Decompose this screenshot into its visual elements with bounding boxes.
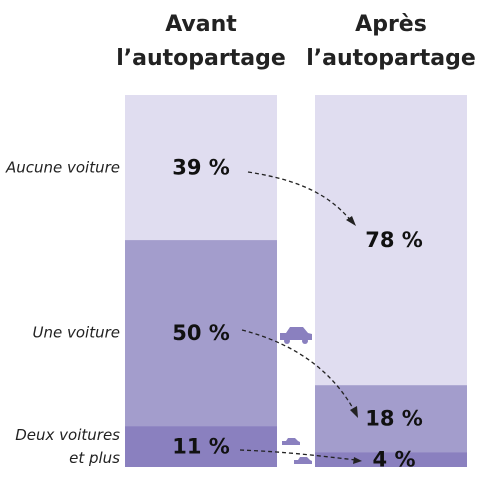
arrowhead bbox=[350, 406, 358, 418]
arrow bbox=[239, 449, 357, 461]
arrow bbox=[241, 329, 356, 413]
bar-segment bbox=[125, 426, 277, 467]
value-label: 78 % bbox=[365, 228, 423, 252]
row-label: Aucune voiture bbox=[5, 158, 120, 177]
arrowhead bbox=[346, 216, 356, 226]
car-wheel bbox=[302, 338, 308, 344]
bar-segment bbox=[125, 95, 277, 241]
column-title: Avant l’autopartage bbox=[116, 12, 286, 71]
car-icon bbox=[294, 457, 312, 464]
value-label: 18 % bbox=[365, 407, 423, 431]
value-label: 11 % bbox=[172, 435, 230, 459]
value-labels: 39 % 50 % 11 % 78 % 18 % 4 % bbox=[172, 156, 423, 472]
column-title: Après l’autopartage bbox=[306, 12, 476, 71]
row-label: Deux voitures et plus bbox=[15, 425, 120, 467]
bar-segment bbox=[315, 385, 467, 453]
car-icon bbox=[280, 327, 312, 340]
car-wheel bbox=[284, 338, 290, 344]
value-label: 50 % bbox=[172, 321, 230, 345]
value-label: 39 % bbox=[172, 156, 230, 180]
car-icons bbox=[280, 327, 312, 464]
car-icon bbox=[282, 438, 300, 445]
arrow bbox=[247, 171, 353, 223]
value-label: 4 % bbox=[373, 448, 416, 472]
arrows bbox=[239, 171, 357, 461]
row-label: Une voiture bbox=[32, 323, 121, 342]
arrowheads bbox=[346, 216, 362, 464]
arrowhead bbox=[353, 457, 362, 464]
bar-segment bbox=[315, 95, 467, 386]
bar-segment bbox=[315, 452, 467, 467]
